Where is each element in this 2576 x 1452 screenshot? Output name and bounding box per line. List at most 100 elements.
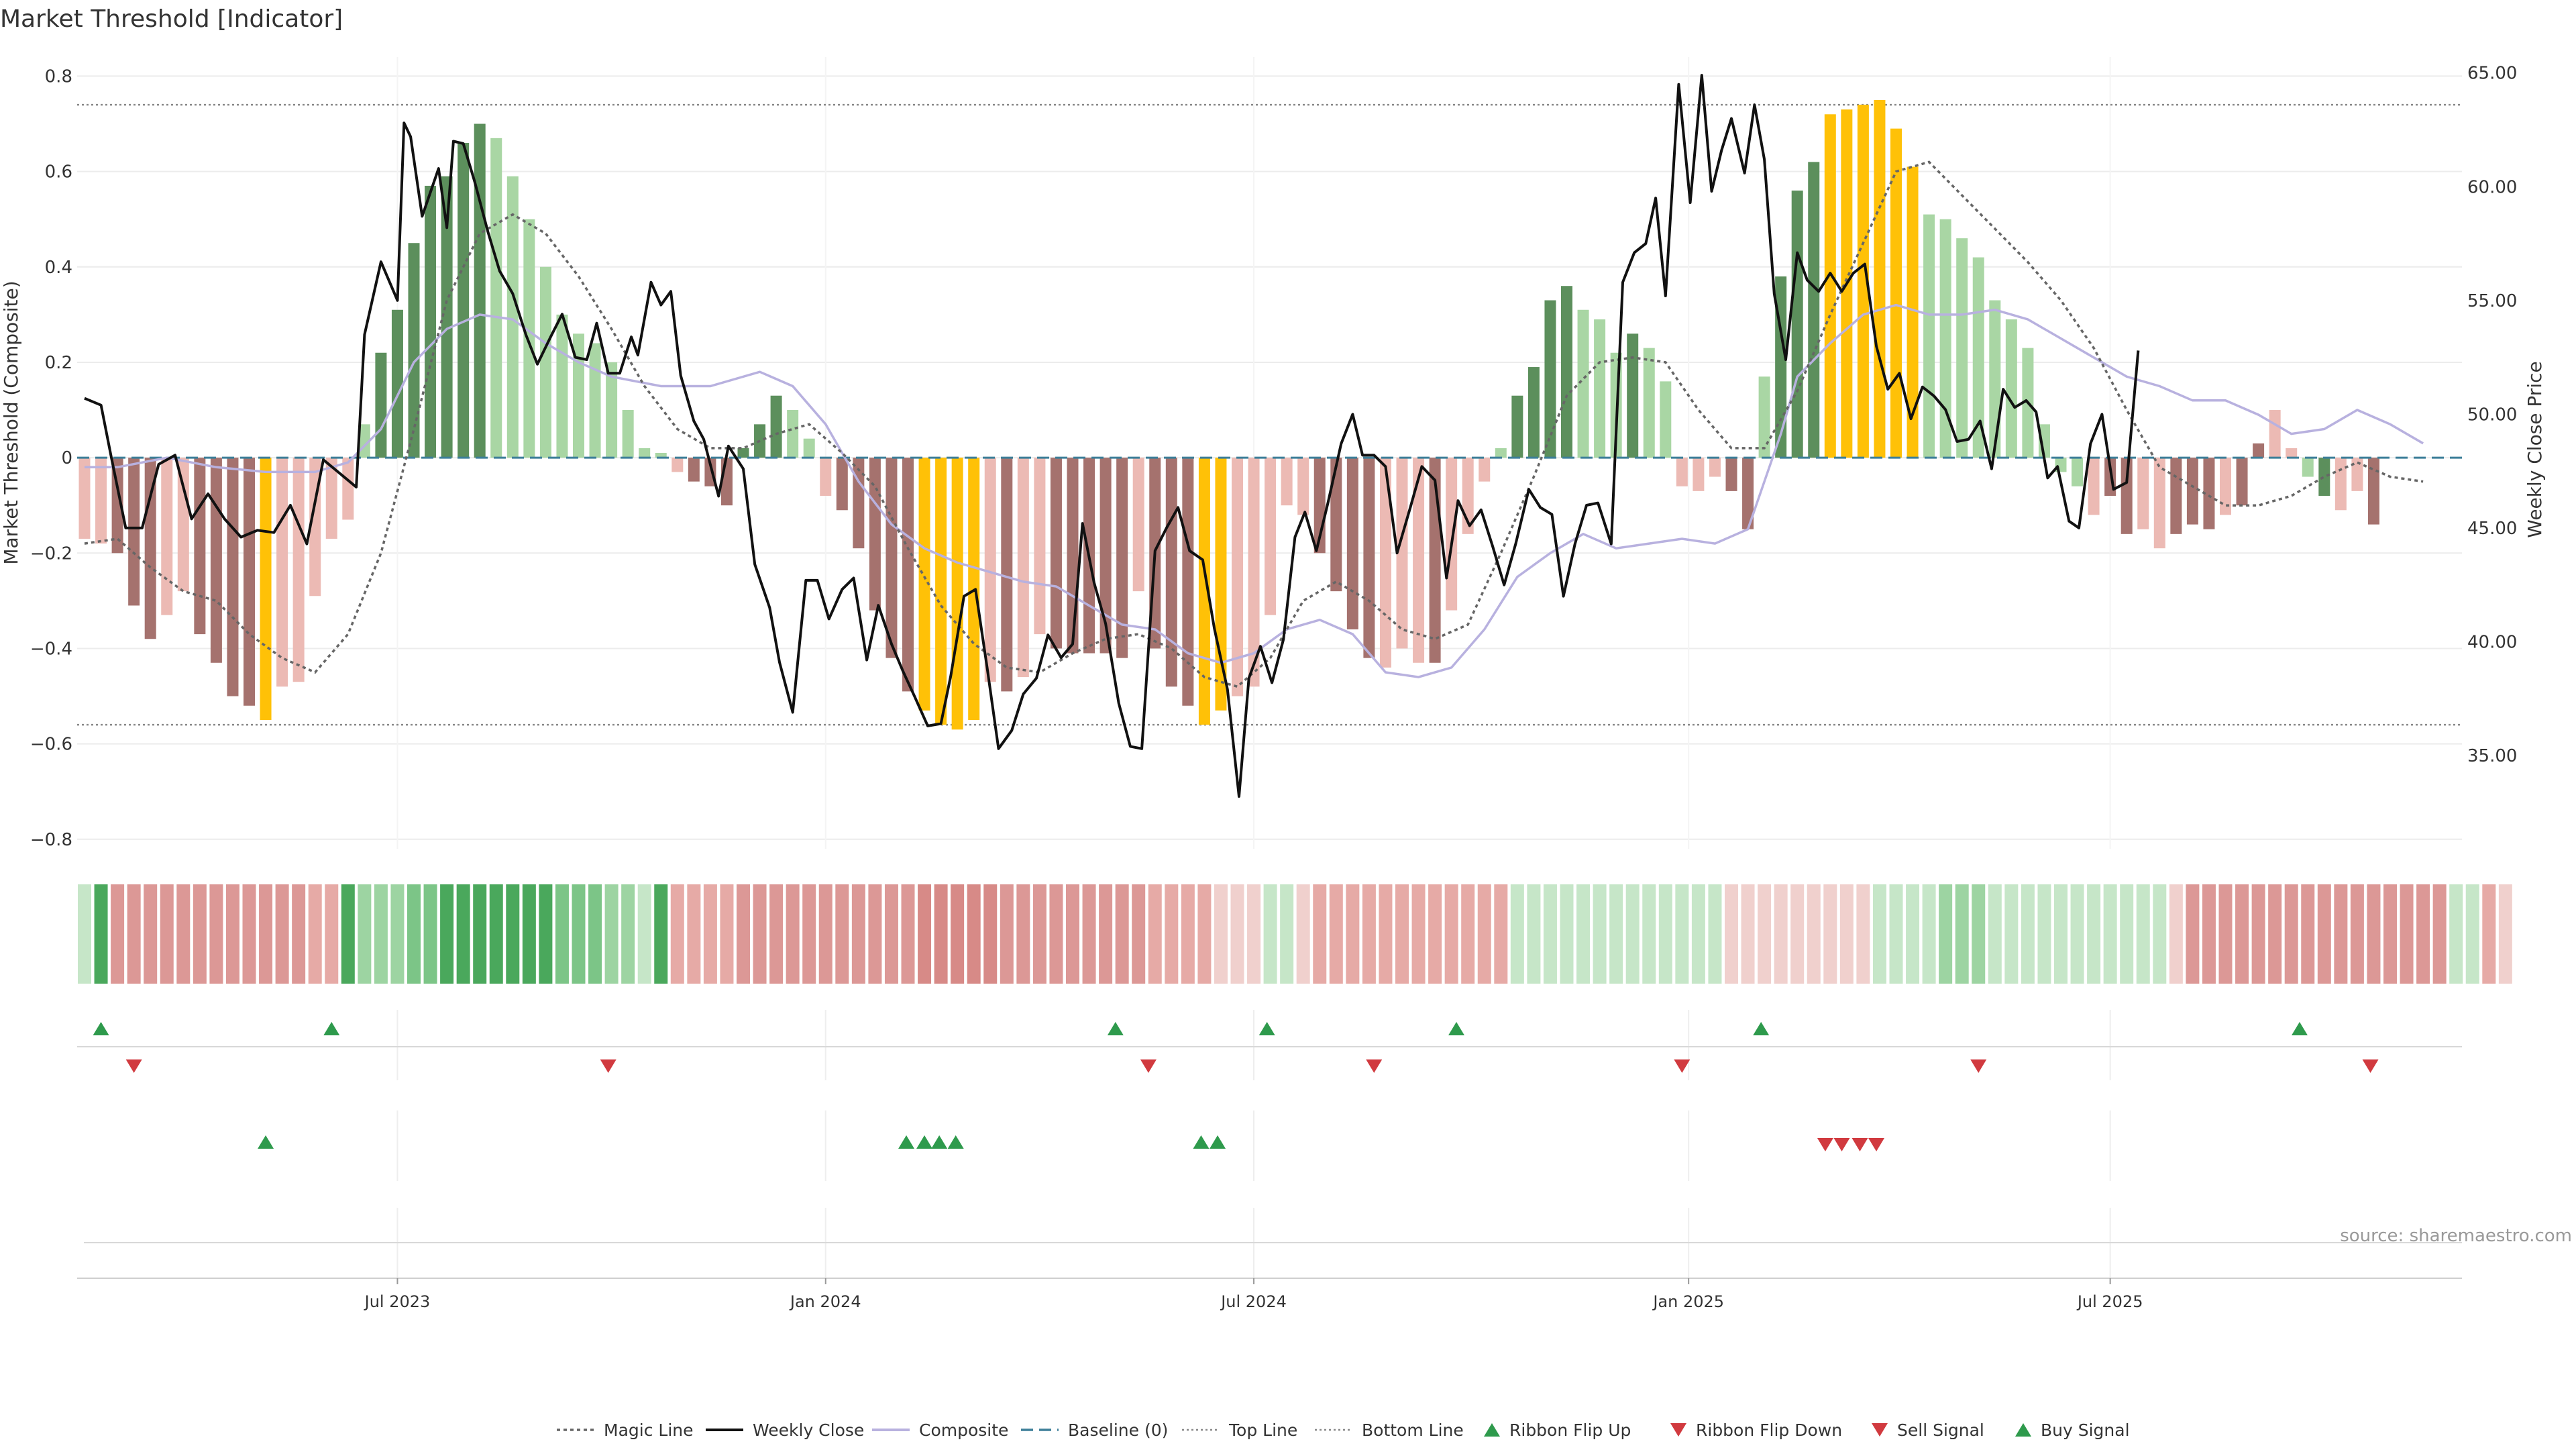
- composite-bar: [1561, 286, 1572, 458]
- composite-bar: [1890, 128, 1902, 458]
- legend-item: Ribbon Flip Down: [1670, 1420, 1842, 1440]
- composite-bar: [2121, 458, 2133, 534]
- ribbon-cell: [1939, 884, 1953, 984]
- ribbon-cell: [769, 884, 784, 984]
- x-tick-label: Jan 2024: [789, 1292, 861, 1311]
- composite-bar: [688, 458, 700, 482]
- ribbon-cell: [1082, 884, 1096, 984]
- composite-bar: [391, 309, 403, 458]
- composite-bar: [902, 458, 914, 692]
- composite-bar: [2055, 458, 2067, 472]
- buy-signal-marker: [898, 1135, 915, 1149]
- composite-bar: [1923, 214, 1935, 458]
- composite-bar: [2153, 458, 2165, 549]
- ribbon-cell: [358, 884, 372, 984]
- composite-bar: [1527, 367, 1540, 458]
- legend-item: Top Line: [1182, 1420, 1297, 1440]
- ribbon-cell: [2202, 884, 2216, 984]
- ribbon-cell: [2218, 884, 2233, 984]
- legend-label: Top Line: [1228, 1420, 1297, 1440]
- composite-bar: [1495, 448, 1507, 458]
- composite-bar: [408, 243, 420, 458]
- composite-bar: [1907, 166, 1919, 458]
- ribbon-cell: [2400, 884, 2414, 984]
- ribbon-cell: [1708, 884, 1722, 984]
- ribbon-cell: [2004, 884, 2019, 984]
- buy-signal-marker: [1193, 1135, 1210, 1149]
- ribbon-cell: [687, 884, 701, 984]
- ribbon-cell: [1658, 884, 1672, 984]
- ribbon-cell: [423, 884, 437, 984]
- sell-signal-marker: [1817, 1138, 1833, 1151]
- composite-bar: [885, 458, 898, 658]
- y-right-tick-label: 40.00: [2467, 632, 2517, 652]
- composite-bar: [2253, 443, 2265, 458]
- composite-bar: [2088, 458, 2100, 515]
- composite-bar: [1824, 114, 1836, 458]
- ribbon-cell: [2449, 884, 2463, 984]
- composite-bar: [458, 142, 470, 458]
- ribbon-cell: [2037, 884, 2051, 984]
- legend-item: Buy Signal: [2015, 1420, 2130, 1440]
- ribbon-cell: [1247, 884, 1261, 984]
- ribbon-flip-up-marker: [1258, 1022, 1275, 1035]
- legend-item: Magic Line: [557, 1420, 694, 1440]
- ribbon-cell: [1032, 884, 1046, 984]
- ribbon-cell: [1560, 884, 1574, 984]
- composite-bar: [342, 458, 354, 520]
- ribbon-cell: [2367, 884, 2381, 984]
- ribbon-cell: [407, 884, 421, 984]
- composite-bar: [276, 458, 288, 687]
- legend-label: Magic Line: [604, 1420, 694, 1440]
- composite-bar: [375, 352, 387, 458]
- composite-bar: [1627, 333, 1639, 458]
- composite-bar: [622, 410, 634, 458]
- composite-line: [85, 303, 2424, 678]
- ribbon-cell: [160, 884, 174, 984]
- ribbon-cell: [802, 884, 816, 984]
- composite-bar: [984, 458, 996, 682]
- composite-bar: [425, 185, 437, 458]
- composite-bar: [655, 453, 667, 458]
- legend-swatch: [1484, 1423, 1500, 1437]
- ribbon-cell: [456, 884, 470, 984]
- ribbon-cell: [1346, 884, 1360, 984]
- composite-bar: [2072, 458, 2084, 486]
- ribbon-cell: [1955, 884, 1969, 984]
- composite-bar: [820, 458, 832, 496]
- ribbon-cell: [2334, 884, 2348, 984]
- y-left-tick-label: −0.4: [30, 639, 72, 659]
- ribbon-cell: [1329, 884, 1343, 984]
- composite-bar: [227, 458, 239, 696]
- ribbon-cell: [555, 884, 569, 984]
- ribbon-cell: [1856, 884, 1870, 984]
- ribbon-cell: [2317, 884, 2331, 984]
- ribbon-cell: [1444, 884, 1458, 984]
- composite-bar: [1396, 458, 1408, 649]
- y-left-tick-label: 0.8: [45, 66, 72, 87]
- composite-bar: [2137, 458, 2149, 529]
- ribbon-cell: [2284, 884, 2298, 984]
- ribbon-cell: [1593, 884, 1607, 984]
- legend-swatch: [1670, 1423, 1686, 1437]
- composite-bar: [1808, 162, 1820, 458]
- composite-bar: [194, 458, 206, 635]
- ribbon-cell: [1115, 884, 1129, 984]
- composite-bar: [474, 123, 486, 458]
- composite-bar: [1857, 105, 1869, 458]
- ribbon-cell: [209, 884, 223, 984]
- ribbon-cell: [1576, 884, 1591, 984]
- ribbon-cell: [390, 884, 405, 984]
- composite-bar: [1577, 309, 1589, 458]
- ribbon-cell: [325, 884, 339, 984]
- ribbon-cell: [1461, 884, 1475, 984]
- composite-bar: [836, 458, 848, 511]
- ribbon-cell: [1016, 884, 1030, 984]
- composite-bar: [2318, 458, 2330, 496]
- x-tick-label: Jul 2024: [1220, 1292, 1287, 1311]
- composite-bar: [672, 458, 684, 472]
- y-axis-left-label: Market Threshold (Composite): [0, 280, 22, 564]
- ribbon-cell: [78, 884, 91, 984]
- composite-bar: [918, 458, 930, 711]
- ribbon-cell: [2498, 884, 2512, 984]
